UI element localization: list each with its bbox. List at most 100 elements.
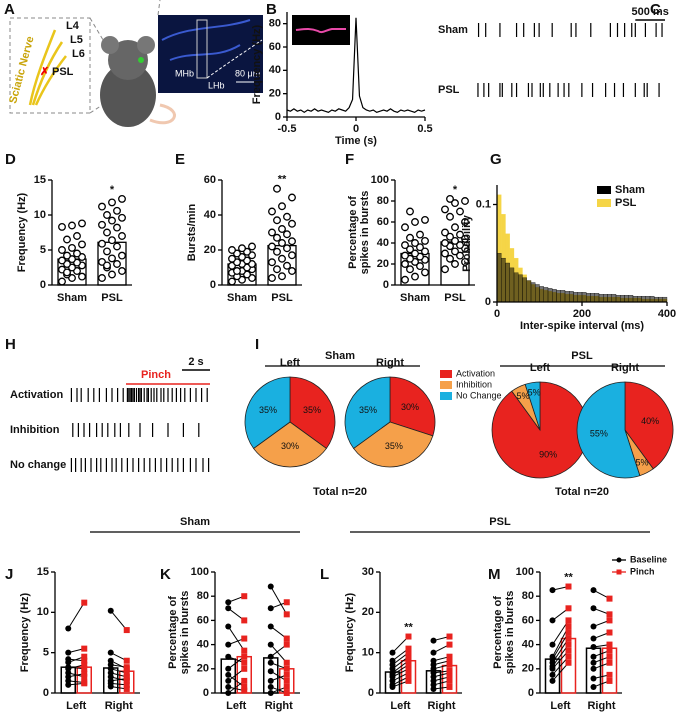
pinch-point — [446, 683, 453, 690]
mouse-tail — [149, 103, 176, 125]
data-point — [288, 251, 296, 260]
baseline-point — [267, 583, 274, 590]
pinch-point — [123, 677, 130, 684]
hist-bar — [654, 296, 659, 303]
mouse-ear — [137, 36, 155, 54]
y-tick-label: 10 — [34, 209, 46, 221]
hist-bar — [662, 296, 668, 303]
baseline-point — [107, 657, 114, 664]
pie-slice — [253, 421, 327, 468]
data-point — [278, 202, 286, 211]
y-axis-label: spikes in bursts — [504, 591, 516, 675]
group-title: PSL — [489, 516, 511, 528]
hist-bar — [590, 293, 595, 303]
hist-bar — [607, 294, 612, 303]
data-point — [416, 262, 424, 271]
pair-line — [270, 644, 288, 664]
slice-label: 5% — [516, 391, 529, 401]
significance: ** — [404, 621, 413, 633]
legend-swatch — [440, 370, 452, 378]
pinch-point — [241, 683, 248, 690]
y-tick-label: 5 — [43, 647, 49, 659]
root-label: L6 — [72, 48, 85, 60]
pie-slice — [244, 376, 291, 450]
data-point — [446, 212, 454, 221]
pinch-point — [405, 633, 412, 640]
slice-label: 5% — [635, 458, 648, 468]
baseline-point — [267, 683, 274, 690]
panel-letter: G — [490, 151, 502, 168]
baseline-point — [225, 665, 232, 672]
data-point — [416, 230, 424, 239]
legend-label: Pinch — [630, 566, 655, 576]
data-point — [441, 265, 449, 274]
pinch-point — [565, 605, 572, 612]
hist-bar — [509, 267, 515, 303]
data-point — [273, 216, 281, 225]
hist-bar — [505, 262, 510, 303]
hist-bar — [573, 292, 578, 303]
baseline-point — [225, 623, 232, 630]
pie-title: Right — [376, 357, 404, 369]
hist-bar — [628, 295, 634, 303]
pinch-point — [446, 677, 453, 684]
data-point — [268, 207, 276, 216]
y-axis-label: spikes in bursts — [359, 191, 371, 275]
hist-bar — [526, 280, 532, 303]
data-point — [103, 261, 111, 270]
pinch-point — [241, 593, 248, 600]
x-tick-label: Left — [390, 700, 411, 712]
data-point — [98, 202, 106, 211]
x-tick-label: PSL — [271, 292, 293, 304]
significance: ** — [278, 174, 287, 186]
hist-bar — [569, 291, 574, 303]
data-point — [68, 243, 76, 252]
baseline-point — [590, 683, 597, 690]
pie-slice — [576, 381, 641, 479]
y-tick-label: 20 — [377, 258, 389, 270]
pinch-point — [405, 673, 412, 680]
data-point — [73, 249, 81, 258]
legend-swatch — [597, 199, 611, 207]
data-point — [273, 247, 281, 256]
data-point — [73, 232, 81, 240]
x-tick-label: Right — [427, 700, 455, 712]
hist-bar — [620, 295, 625, 303]
psth-line — [286, 17, 426, 114]
hist-bar — [543, 287, 549, 303]
data-point — [406, 207, 414, 216]
inset-box — [9, 17, 91, 114]
data-point — [268, 274, 276, 282]
data-point — [411, 249, 419, 258]
y-axis-label: Frequency (Hz) — [19, 592, 31, 672]
baseline-point — [549, 653, 556, 660]
y-tick-label: 40 — [269, 64, 281, 76]
data-point — [278, 239, 286, 247]
x-tick-label: Left — [66, 700, 87, 712]
y-axis-label: Frequency (Hz) — [344, 592, 356, 672]
hist-bar — [556, 290, 561, 303]
data-point — [446, 232, 454, 241]
panel-letter: C — [650, 1, 661, 18]
slice-label: 90% — [539, 449, 557, 459]
baseline-point — [267, 659, 274, 666]
baseline-point — [225, 690, 232, 696]
pinch-point — [81, 645, 88, 652]
boundary — [206, 39, 263, 79]
y-tick-label: 80 — [377, 195, 389, 207]
electrode-track — [196, 19, 208, 79]
hist-bar — [594, 293, 600, 303]
row-label: No change — [10, 459, 66, 471]
y-tick-label: 40 — [197, 639, 209, 651]
connector — [89, 17, 116, 61]
pinch-point — [565, 623, 572, 630]
y-axis-label: Percentage of — [492, 596, 504, 669]
panel-a: A Sciatic Nerve L4 L5 L6 ✗ PSL MHb LHb 8… — [4, 0, 263, 127]
baseline-point — [225, 605, 232, 612]
connector — [89, 99, 111, 114]
hist-bar — [539, 286, 544, 303]
baseline-point — [590, 659, 597, 666]
data-point — [441, 249, 449, 258]
pinch-point — [241, 647, 248, 654]
pinch-point — [606, 659, 613, 666]
